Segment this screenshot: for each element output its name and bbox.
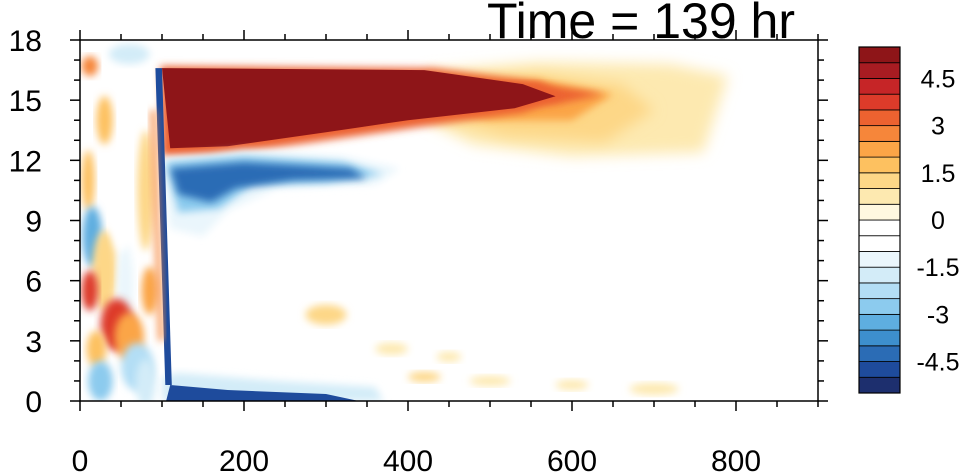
- colorbar-swatch: [858, 140, 901, 158]
- colorbar-label: 1.5: [921, 160, 956, 188]
- anomaly-light-blue: [293, 346, 359, 367]
- y-tick-label: 3: [25, 326, 42, 359]
- anomaly-light-warm: [436, 351, 462, 362]
- anomaly-light-blue: [490, 196, 556, 225]
- colorbar-label: 0: [931, 207, 945, 235]
- turbulent-cell: [88, 360, 113, 401]
- turbulent-cell: [135, 358, 156, 401]
- anomaly-light-warm: [375, 342, 408, 355]
- colorbar-swatch: [858, 78, 901, 95]
- turbulent-cell: [111, 170, 131, 251]
- anomaly-light-blue: [326, 214, 376, 275]
- upper-warm-core: [162, 68, 556, 149]
- anomaly-light-blue: [305, 180, 347, 221]
- anomaly-light-warm: [555, 379, 589, 390]
- anomaly-light-blue: [629, 300, 712, 321]
- anomaly-light-blue: [440, 330, 540, 351]
- x-tick-label: 600: [547, 445, 597, 473]
- x-tick-label: 200: [219, 445, 269, 473]
- plot-area: [79, 39, 819, 402]
- anomaly-light-warm: [469, 375, 511, 386]
- x-tick-label: 400: [383, 445, 433, 473]
- colorbar-swatch: [858, 203, 901, 221]
- anomaly-light-blue: [252, 288, 302, 321]
- anomaly-light-warm: [305, 304, 347, 325]
- anomaly-light-blue: [481, 46, 531, 67]
- turbulent-cell: [96, 96, 113, 145]
- y-tick-label: 0: [25, 386, 42, 419]
- anomaly-light-warm: [408, 371, 441, 382]
- anomaly-light-blue: [416, 134, 466, 163]
- y-tick-label: 12: [9, 145, 42, 178]
- colorbar-swatch: [858, 376, 901, 394]
- colorbar-swatch: [858, 156, 901, 174]
- colorbar-label: 4.5: [921, 65, 956, 93]
- turbulent-cell: [92, 230, 117, 311]
- colorbar-swatch: [858, 282, 901, 300]
- y-axis: 0 3 6 9 12 15 18: [9, 25, 828, 419]
- x-tick-label: 800: [711, 445, 761, 473]
- turbulent-cell: [108, 44, 150, 65]
- anomaly-light-blue: [231, 256, 257, 297]
- turbulent-cell: [86, 330, 107, 367]
- y-tick-label: 15: [9, 85, 42, 118]
- colorbar-swatch: [858, 188, 901, 205]
- cold-band-core: [170, 162, 367, 203]
- colorbar-frame: [858, 46, 901, 394]
- colorbar-label: -1.5: [916, 254, 959, 282]
- anomaly-light-blue: [506, 360, 572, 377]
- colorbar-label: -4.5: [916, 349, 959, 377]
- colorbar-label: 3: [931, 113, 945, 141]
- turbulent-cell: [81, 150, 95, 211]
- colorbar-swatch: [858, 235, 901, 252]
- colorbar-swatch: [858, 46, 901, 64]
- colorbar-swatch: [858, 172, 901, 189]
- colorbar: -4.5 -3 -1.5 0 1.5 3 4.5: [858, 46, 960, 394]
- colorbar-swatch: [858, 298, 901, 315]
- colorbar-swatch: [858, 109, 901, 127]
- colorbar-swatch: [858, 345, 901, 362]
- x-tick-label: 0: [72, 445, 89, 473]
- colorbar-swatch: [858, 125, 901, 142]
- colorbar-label: -3: [927, 301, 949, 329]
- front-warm-line: [150, 110, 164, 341]
- colorbar-swatch: [858, 329, 901, 347]
- colorbar-swatch: [858, 251, 901, 268]
- colorbar-swatch: [858, 266, 901, 284]
- turbulent-cell: [81, 56, 99, 77]
- y-tick-label: 9: [25, 206, 42, 239]
- turbulent-cell: [112, 50, 138, 151]
- turbulent-cell: [137, 130, 154, 251]
- anomaly-light-warm: [629, 382, 679, 395]
- colorbar-swatch: [858, 313, 901, 331]
- anomaly-light-blue: [408, 272, 441, 309]
- anomaly-light-blue: [555, 320, 654, 341]
- anomaly-light-blue: [416, 292, 515, 317]
- colorbar-swatch: [858, 93, 901, 111]
- y-tick-label: 18: [9, 25, 42, 58]
- colorbar-swatch: [858, 62, 901, 79]
- chart-title: Time = 139 hr: [487, 0, 795, 49]
- anomaly-light-blue: [522, 246, 589, 267]
- front-cold-line: [155, 68, 172, 385]
- x-axis: 0 200 400 600 800: [72, 30, 819, 473]
- contour-field: [81, 44, 728, 401]
- turbulent-cell: [141, 266, 158, 315]
- surface-cold-core: [166, 385, 359, 401]
- turbulent-cell: [81, 270, 99, 311]
- y-tick-label: 6: [25, 266, 42, 299]
- colorbar-swatch: [858, 219, 901, 237]
- colorbar-swatch: [858, 361, 901, 378]
- anomaly-light-blue: [264, 236, 306, 285]
- anomaly-light-blue: [621, 336, 720, 353]
